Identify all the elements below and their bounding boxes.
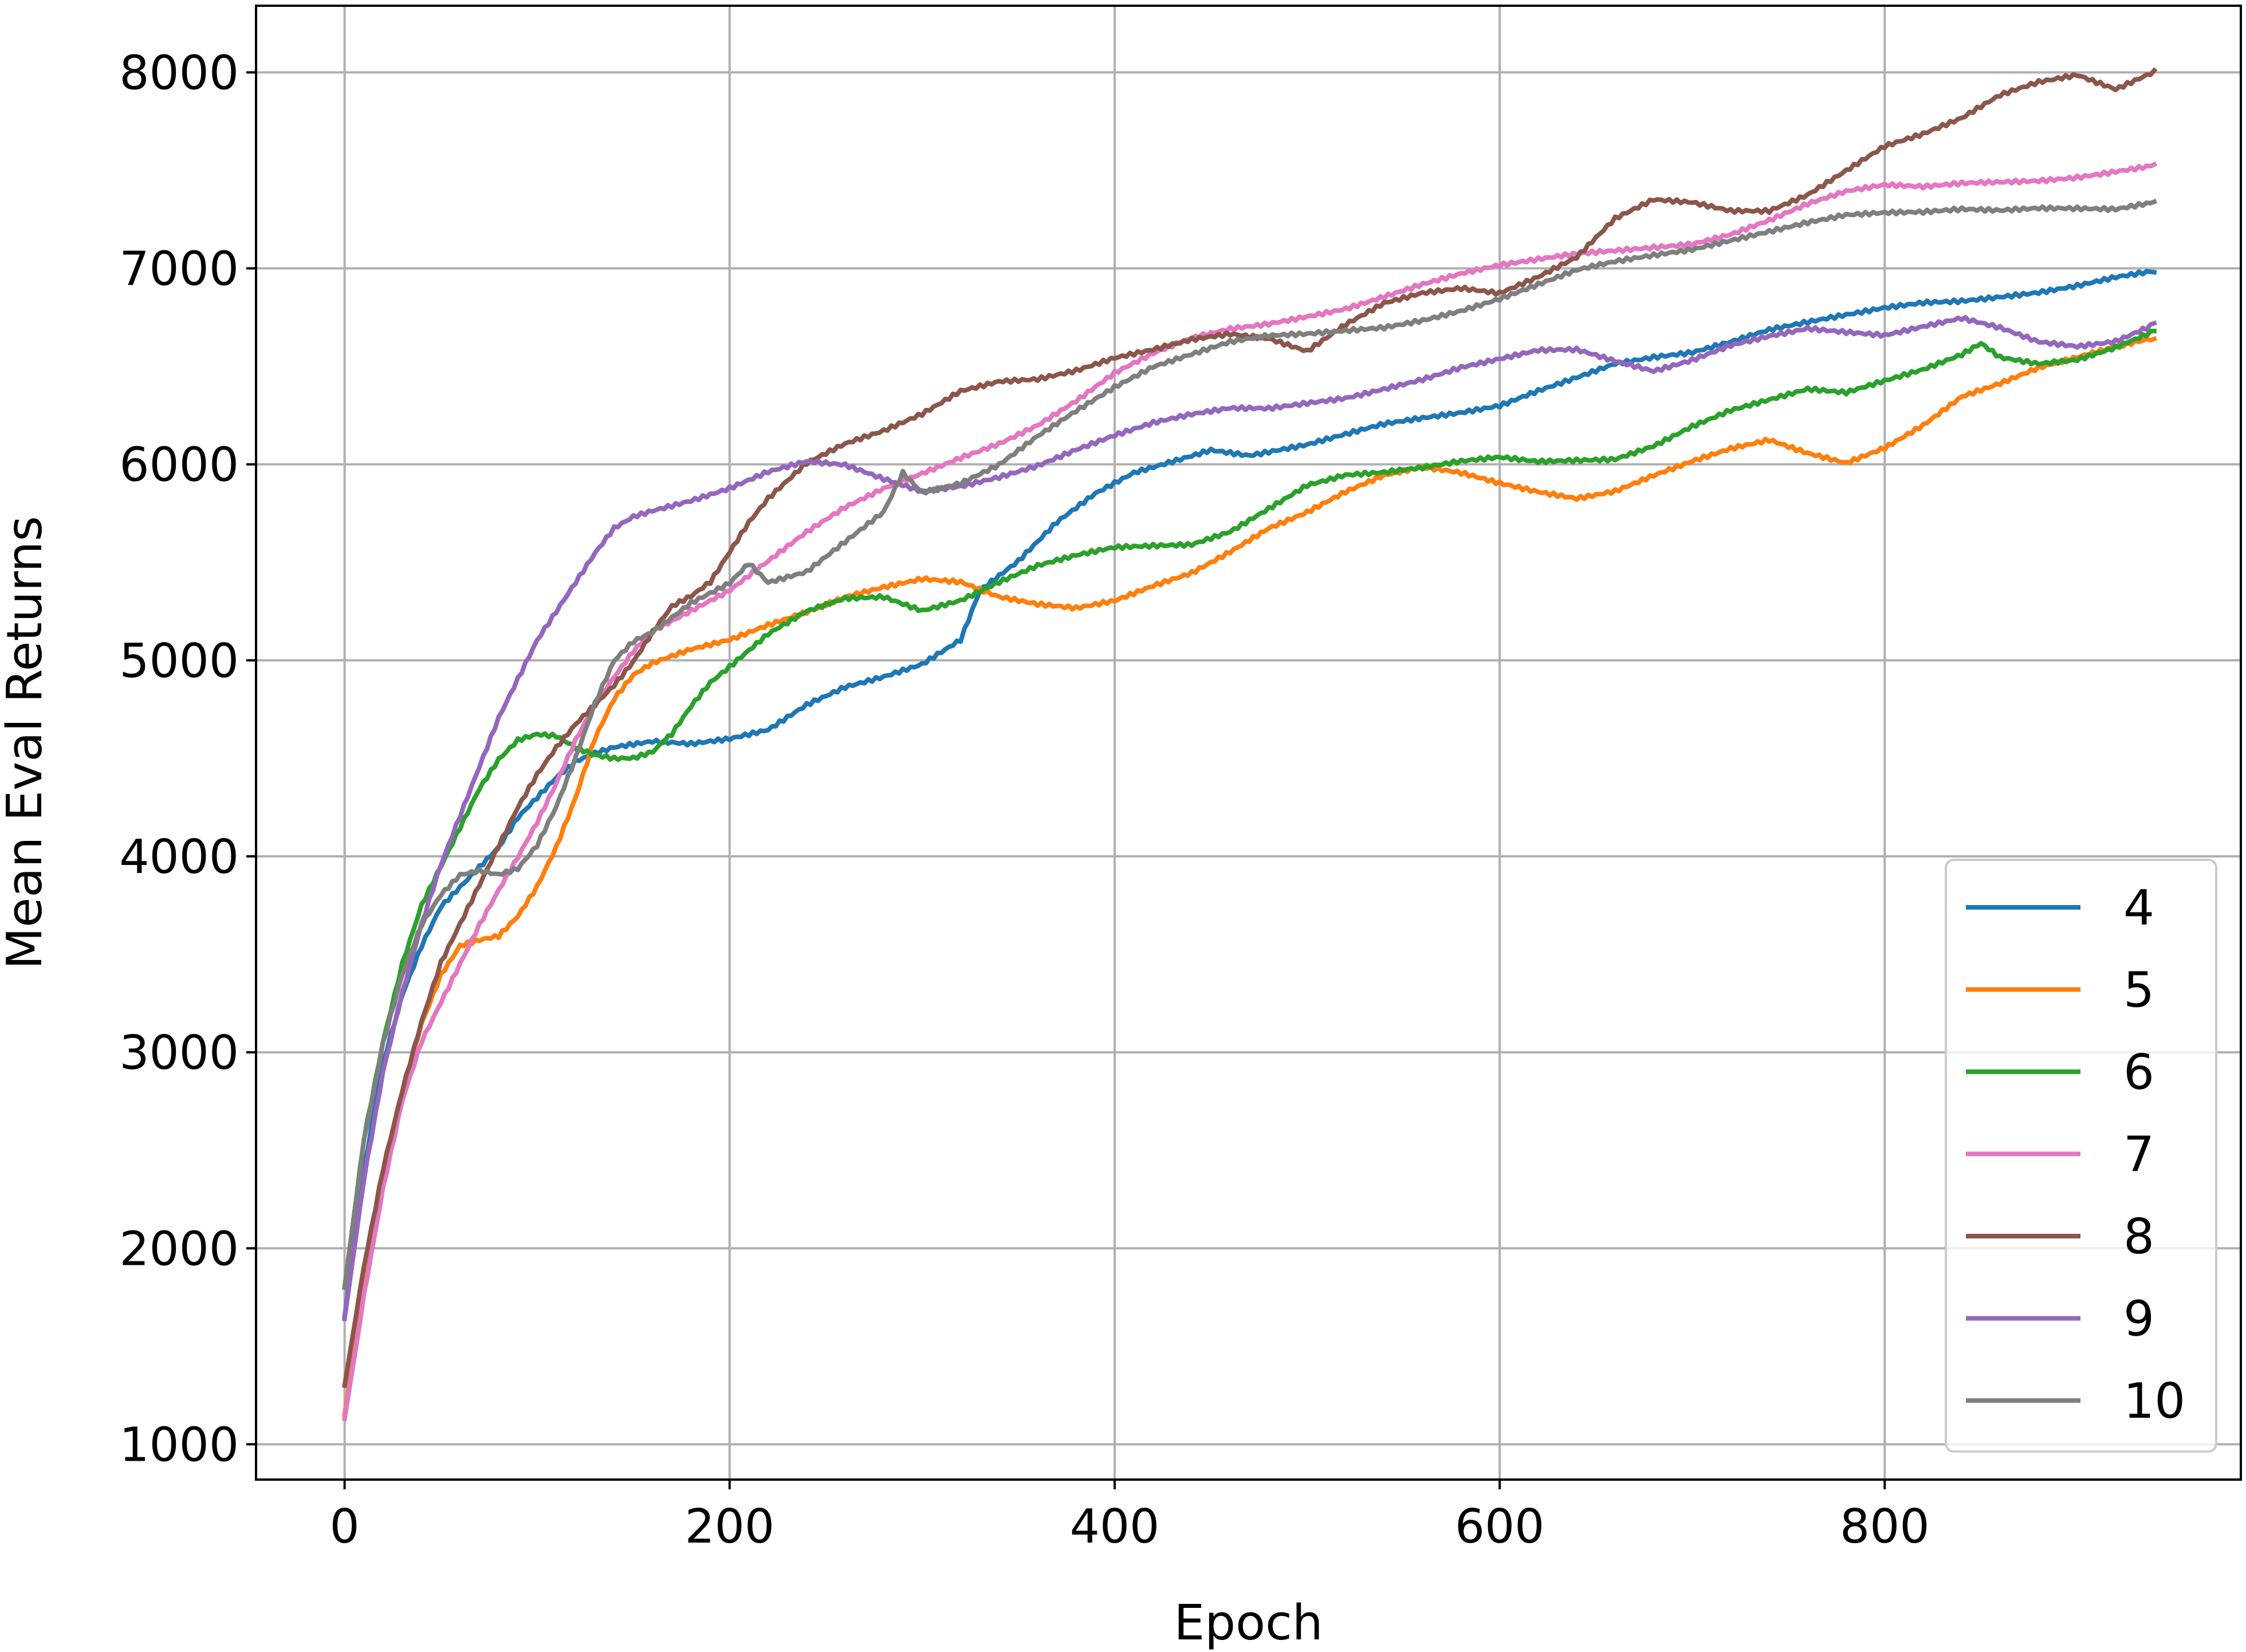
- y-tick-label: 5000: [119, 634, 239, 689]
- legend-label-6: 6: [2123, 1044, 2154, 1101]
- legend-label-4: 4: [2123, 880, 2154, 937]
- grid: [256, 6, 2241, 1480]
- y-tick-label: 3000: [119, 1026, 239, 1080]
- x-tick-label: 600: [1455, 1500, 1545, 1554]
- y-tick-label: 6000: [119, 438, 239, 493]
- legend-label-10: 10: [2123, 1373, 2185, 1430]
- y-axis-label: Mean Eval Returns: [0, 516, 53, 970]
- legend-label-8: 8: [2123, 1209, 2154, 1265]
- y-tick-label: 1000: [119, 1418, 239, 1472]
- series-line-6: [342, 328, 2157, 1291]
- series-lines: [342, 67, 2158, 1422]
- series-line-7: [342, 161, 2158, 1422]
- legend: 4 5 6 7 8 9 10: [1945, 859, 2217, 1453]
- legend-label-7: 7: [2123, 1127, 2154, 1183]
- x-tick-label: 0: [330, 1500, 360, 1554]
- legend-label-5: 5: [2123, 962, 2154, 1019]
- legend-label-9: 9: [2123, 1291, 2154, 1348]
- y-tick-label: 8000: [119, 46, 239, 100]
- legend-box: [1945, 859, 2217, 1453]
- x-tick-label: 200: [685, 1500, 775, 1554]
- y-tick-label: 4000: [119, 830, 239, 884]
- x-tick-label: 800: [1840, 1500, 1930, 1554]
- plot-frame: [255, 5, 2242, 1481]
- series-line-4: [342, 269, 2157, 1320]
- y-tick-label: 2000: [119, 1222, 239, 1276]
- series-line-9: [342, 314, 2157, 1321]
- series-line-5: [342, 336, 2157, 1418]
- series-line-10: [342, 199, 2157, 1291]
- y-tick-label: 7000: [119, 242, 239, 296]
- x-tick-label: 400: [1070, 1500, 1160, 1554]
- axis-ticks: 0 200 400 600 800 1000 2000 3000 4000 5000 6000 700…: [119, 46, 1929, 1554]
- x-axis-label: Epoch: [1174, 1595, 1323, 1651]
